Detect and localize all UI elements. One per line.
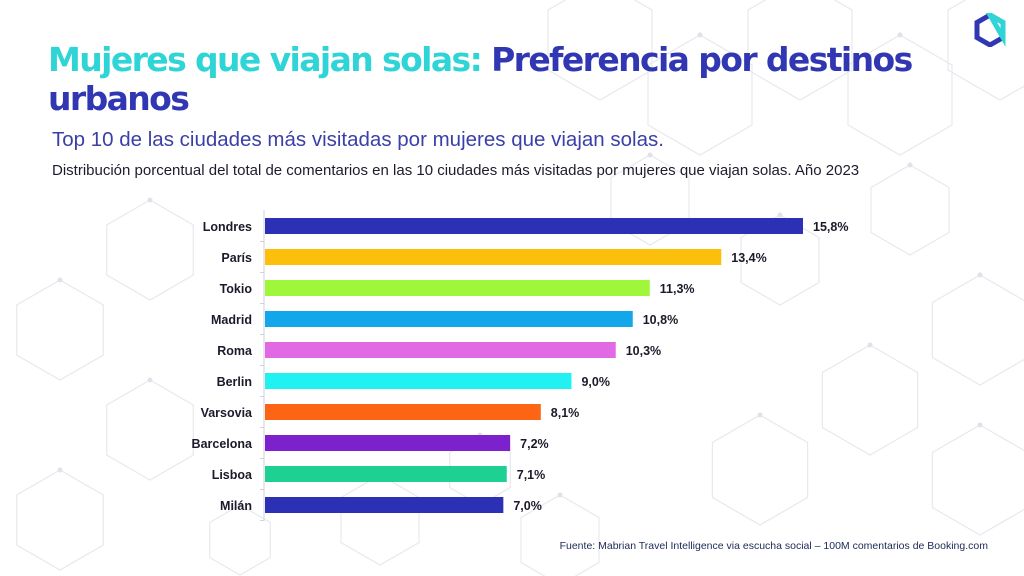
data-label: 9,0% [581,375,610,389]
title-highlight: Mujeres que viajan solas: [48,40,483,79]
bar [265,404,541,420]
category-label: Berlin [217,375,252,389]
category-label: Varsovia [201,406,253,420]
title-main: Preferencia por destinos urbanos [48,40,913,118]
data-label: 13,4% [731,251,766,265]
bar [265,373,572,389]
category-label: Roma [217,344,253,358]
bar [265,497,504,513]
bar [265,249,722,265]
category-label: Tokio [220,282,253,296]
data-label: 11,3% [660,282,695,296]
data-label: 7,1% [517,468,546,482]
data-label: 7,0% [513,499,542,513]
bar [265,342,616,358]
bar [265,466,507,482]
bar [265,435,511,451]
chart-description: Distribución porcentual del total de com… [52,162,860,179]
data-label: 10,3% [626,344,661,358]
data-label: 7,2% [520,437,549,451]
category-label: Milán [220,499,252,513]
category-label: Madrid [211,313,252,327]
category-label: Lisboa [212,468,253,482]
data-label: 15,8% [813,220,848,234]
category-label: Barcelona [192,437,253,451]
source-note: Fuente: Mabrian Travel Intelligence via … [559,540,988,552]
page-title: Mujeres que viajan solas: Preferencia po… [48,40,948,118]
bar [265,280,650,296]
category-label: Londres [203,220,252,234]
bar [265,311,633,327]
data-label: 10,8% [643,313,678,327]
hexagon-logo-icon [974,8,1006,48]
data-label: 8,1% [551,406,580,420]
category-label: París [221,251,252,265]
bar [265,218,803,234]
chart-subtitle: Top 10 de las ciudades más visitadas por… [52,128,664,151]
